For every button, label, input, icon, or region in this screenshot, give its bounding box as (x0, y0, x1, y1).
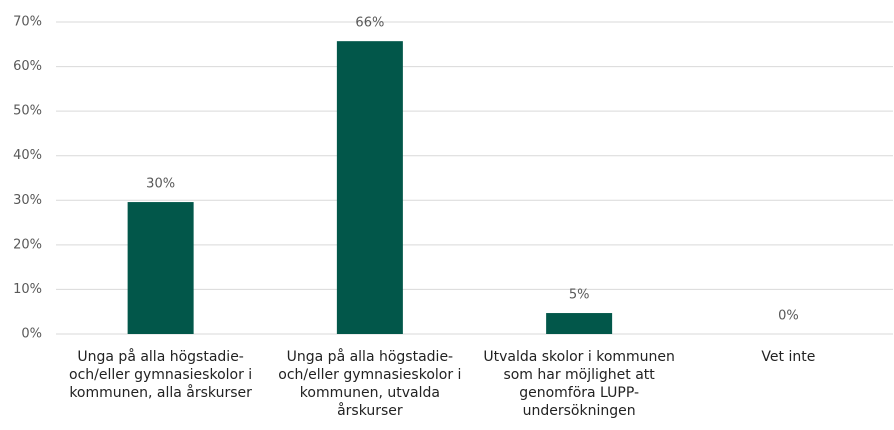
bar (127, 202, 194, 334)
data-label: 30% (146, 177, 175, 192)
x-tick-label: Utvalda skolor i kommunen som har möjlig… (483, 349, 675, 419)
data-label: 0% (778, 309, 799, 324)
data-label: 5% (569, 288, 590, 303)
x-tick-label: Unga på alla högstadie- och/eller gymnas… (69, 349, 253, 401)
data-label: 66% (355, 16, 384, 31)
y-tick-label: 40% (13, 148, 42, 163)
y-tick-label: 60% (13, 59, 42, 74)
y-tick-label: 30% (13, 193, 42, 208)
y-tick-label: 10% (13, 282, 42, 297)
bar (546, 313, 613, 334)
x-tick-label: Vet inte (761, 349, 816, 365)
y-tick-label: 20% (13, 237, 42, 252)
y-tick-label: 70% (13, 15, 42, 30)
bar (336, 41, 403, 335)
x-tick-label: Unga på alla högstadie- och/eller gymnas… (278, 349, 462, 419)
y-tick-label: 0% (21, 327, 42, 342)
y-tick-label: 50% (13, 104, 42, 119)
